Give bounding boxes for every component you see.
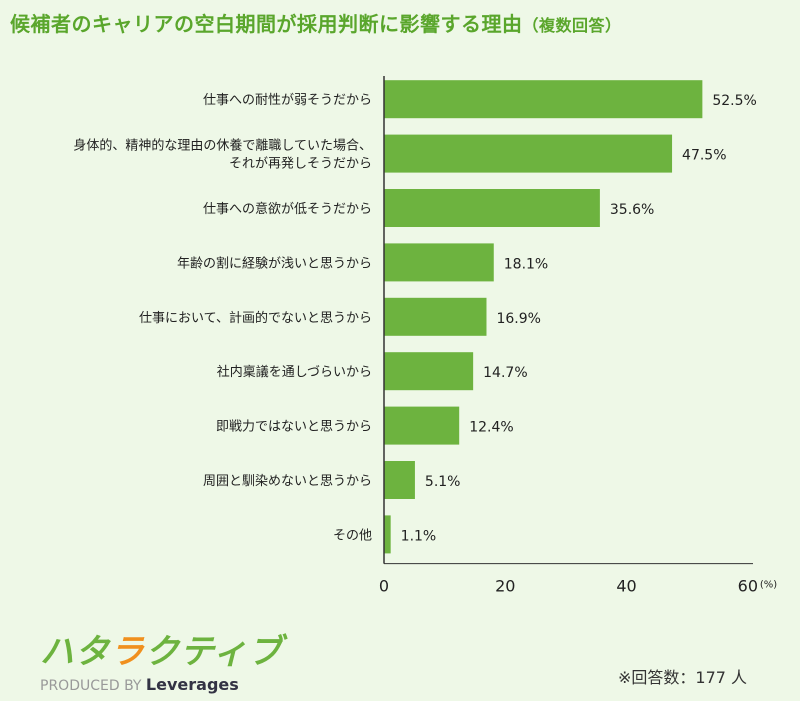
bar xyxy=(384,243,494,282)
value-label: 1.1% xyxy=(401,528,437,544)
hataractive-logo: ハタラクティブ PRODUCED BY Leverages xyxy=(40,632,283,694)
value-label: 18.1% xyxy=(504,256,548,272)
title-main: 候補者のキャリアの空白期間が採用判断に影響する理由 xyxy=(10,12,523,36)
respondent-count: ※回答数：177 人 xyxy=(618,668,748,687)
category-label: それが再発しそうだから xyxy=(229,157,372,172)
chart-title: 候補者のキャリアの空白期間が採用判断に影響する理由（複数回答） xyxy=(10,8,622,37)
category-label: 身体的、精神的な理由の休養で離職していた場合、 xyxy=(73,138,372,154)
brand-name: Leverages xyxy=(145,675,239,694)
title-suffix: （複数回答） xyxy=(522,16,622,35)
value-label: 47.5% xyxy=(682,148,726,164)
bar xyxy=(384,461,415,499)
category-label: 社内稟議を通しづらいから xyxy=(217,364,372,380)
value-label: 52.5% xyxy=(712,93,756,109)
category-label: 年齢の割に経験が浅いと思うから xyxy=(177,255,372,271)
bar xyxy=(384,352,474,391)
category-label: 仕事において、計画的でないと思うから xyxy=(139,310,372,326)
x-unit-label: (%) xyxy=(760,580,777,591)
bar xyxy=(384,406,460,445)
bar xyxy=(384,515,391,554)
x-tick-label: 0 xyxy=(379,577,389,596)
value-label: 35.6% xyxy=(610,202,654,218)
value-label: 14.7% xyxy=(483,365,527,381)
x-tick-label: 40 xyxy=(616,577,636,596)
value-label: 12.4% xyxy=(469,420,513,436)
value-label: 16.9% xyxy=(496,311,540,327)
category-label: 周囲と馴染めないと思うから xyxy=(203,474,372,489)
bar xyxy=(384,80,703,119)
x-tick-label: 60 xyxy=(738,577,758,596)
bar xyxy=(384,189,600,227)
category-label: 仕事への耐性が弱そうだから xyxy=(203,93,372,108)
category-label: 仕事への意欲が低そうだから xyxy=(203,201,372,217)
x-tick-label: 20 xyxy=(495,577,515,596)
produced-by: PRODUCED BY xyxy=(40,678,142,694)
bar-chart: 仕事への耐性が弱そうだから 52.5% 身体的、精神的な理由の休養で離職していた場合… xyxy=(73,76,777,596)
value-label: 5.1% xyxy=(425,474,461,490)
bar xyxy=(384,134,673,173)
bar xyxy=(384,297,487,336)
category-label: その他 xyxy=(333,528,372,543)
category-label: 即戦力ではないと思うから xyxy=(216,420,372,435)
